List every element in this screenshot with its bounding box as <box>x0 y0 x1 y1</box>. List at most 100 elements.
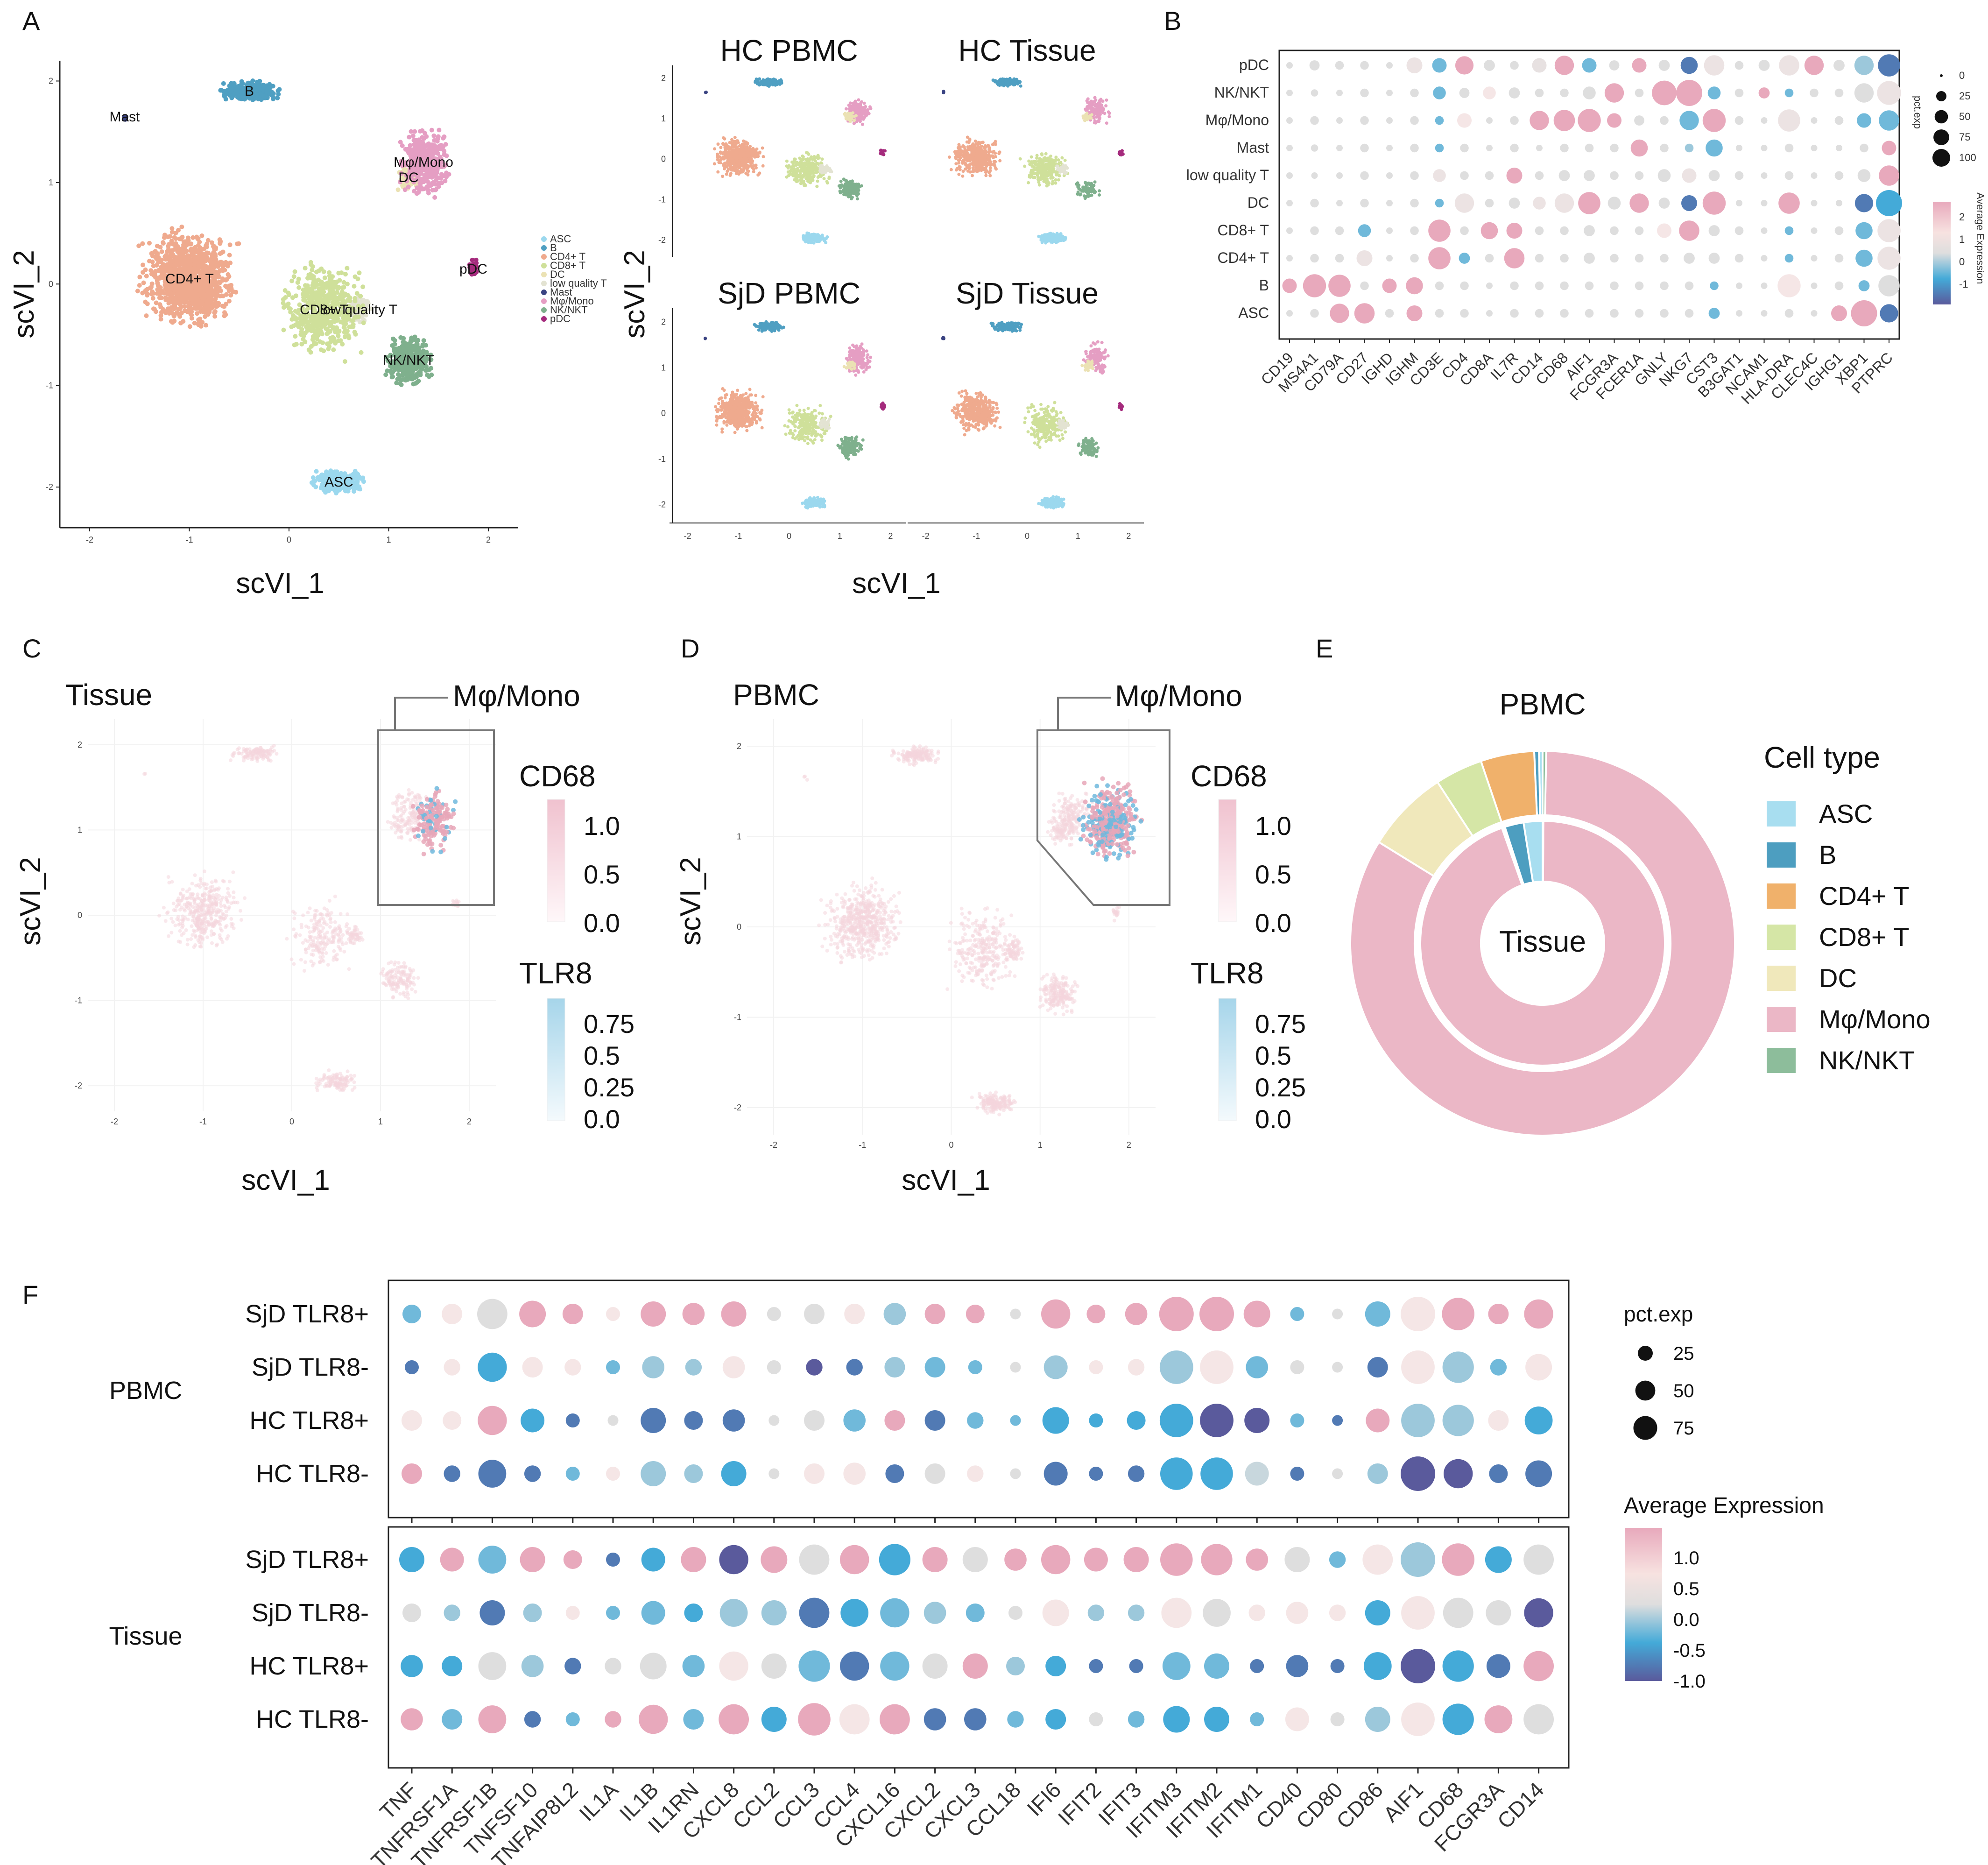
cell-point <box>746 166 750 170</box>
cell-point <box>405 344 410 349</box>
cell-point <box>391 336 395 341</box>
cell-point <box>862 101 866 105</box>
cell-point <box>223 260 228 265</box>
cell-point <box>410 134 416 138</box>
cell-point <box>400 143 405 148</box>
cell-point <box>733 169 736 172</box>
cell-point <box>755 147 759 151</box>
cell-point <box>429 127 434 133</box>
legend-swatch <box>541 272 547 277</box>
cell-point <box>227 242 233 247</box>
cell-point <box>750 153 754 157</box>
cell-point <box>409 338 415 343</box>
cell-point <box>361 320 366 325</box>
x-tick-label: -1 <box>186 535 193 544</box>
cell-point <box>352 284 357 289</box>
cell-point <box>716 170 720 174</box>
cell-point <box>397 381 402 386</box>
legend-swatch <box>541 307 547 313</box>
cell-point <box>199 251 204 256</box>
panel-label-a: A <box>22 6 40 35</box>
cell-point <box>163 253 169 258</box>
cell-point <box>158 317 163 322</box>
cell-point <box>354 471 360 476</box>
cell-point <box>730 145 734 149</box>
cell-point <box>749 149 753 153</box>
cluster-label: Mφ/Mono <box>394 155 453 170</box>
cell-point <box>176 247 181 252</box>
cell-point <box>744 156 748 160</box>
cell-point <box>148 268 154 273</box>
cell-point <box>308 260 313 265</box>
cell-point <box>319 266 324 271</box>
cell-point <box>310 286 315 291</box>
panel-label-c: C <box>22 634 41 663</box>
cell-point <box>310 322 316 327</box>
cell-point <box>194 234 199 240</box>
cell-point <box>395 187 401 192</box>
cell-point <box>311 274 316 279</box>
cell-point <box>421 338 426 343</box>
cell-point <box>217 288 222 293</box>
cell-point <box>825 235 829 239</box>
cell-point <box>851 111 855 115</box>
cell-point <box>722 155 726 159</box>
cell-point <box>332 339 337 344</box>
cell-point <box>842 186 846 190</box>
cell-point <box>825 181 829 185</box>
cell-point <box>173 254 178 260</box>
cell-point <box>291 274 296 279</box>
cell-point <box>241 86 246 92</box>
cell-point <box>820 157 824 161</box>
cell-point <box>212 310 217 315</box>
cell-point <box>764 83 767 86</box>
legend-swatch <box>541 298 547 304</box>
cell-point <box>254 95 259 100</box>
cell-point <box>299 329 304 334</box>
cell-point <box>395 376 400 381</box>
cell-point <box>137 283 142 288</box>
cell-point <box>327 270 332 275</box>
cell-point <box>790 168 793 172</box>
cell-point <box>151 263 156 268</box>
cell-point <box>250 78 255 83</box>
y-tick-label: -2 <box>658 235 666 245</box>
cell-point <box>259 92 264 98</box>
cell-point <box>731 149 734 153</box>
cell-point <box>325 330 331 335</box>
cell-point <box>154 300 159 305</box>
cell-point <box>957 172 961 176</box>
cluster-label: Mast <box>109 109 140 125</box>
cell-point <box>425 373 430 378</box>
cell-point <box>209 264 214 269</box>
y-tick-label: 0 <box>661 155 666 164</box>
cell-point <box>849 117 853 121</box>
cell-point <box>809 167 812 170</box>
cell-point <box>396 372 401 377</box>
cell-point <box>438 147 444 151</box>
cell-point <box>745 142 748 146</box>
cell-point <box>735 158 739 162</box>
cell-point <box>201 296 206 301</box>
cell-point <box>158 304 163 310</box>
cell-point <box>880 152 883 155</box>
cell-point <box>795 180 798 184</box>
cell-point <box>206 295 211 300</box>
cell-point <box>305 276 310 281</box>
cell-point <box>851 102 854 106</box>
cell-point <box>324 469 329 474</box>
cell-point <box>233 290 239 295</box>
cell-point <box>167 309 172 314</box>
cell-point <box>321 324 326 329</box>
legend-swatch <box>541 290 547 295</box>
panel-label-d: D <box>681 634 699 663</box>
cell-point <box>227 86 232 92</box>
legend-swatch <box>541 245 547 251</box>
cell-point <box>394 346 399 352</box>
cell-point <box>850 180 854 184</box>
cell-point <box>185 235 190 240</box>
cell-point <box>359 350 364 355</box>
x-tick-label: 0 <box>287 535 291 544</box>
cell-point <box>271 91 276 96</box>
